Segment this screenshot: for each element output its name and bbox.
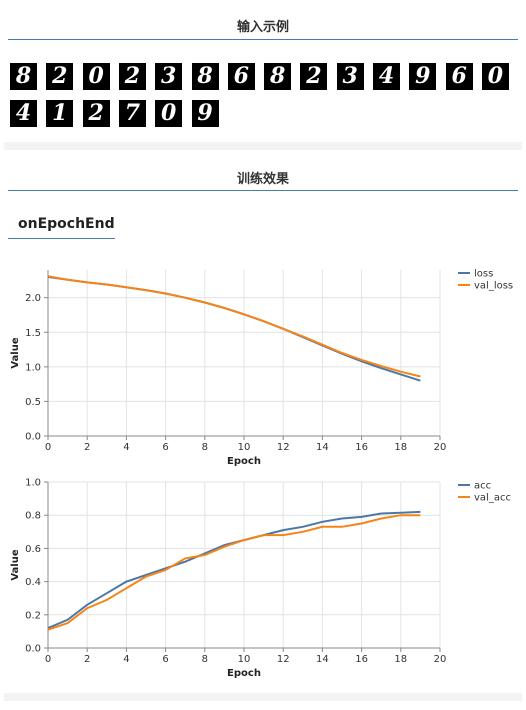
bottom-divider <box>4 693 522 701</box>
x-tick-label: 6 <box>162 654 168 665</box>
legend-label: val_loss <box>474 281 513 292</box>
x-tick-label: 14 <box>316 442 329 453</box>
x-axis-label: Epoch <box>227 668 261 679</box>
digit-tile: 8 <box>264 63 292 90</box>
y-tick-label: 0.5 <box>25 397 41 408</box>
x-tick-label: 4 <box>123 654 129 665</box>
digit-tile: 9 <box>191 100 219 127</box>
digit-tile: 2 <box>46 63 74 90</box>
y-tick-label: 0.0 <box>25 644 41 655</box>
digit-tile: 6 <box>227 63 255 90</box>
y-axis-label: Value <box>10 337 21 368</box>
legend-label: loss <box>474 269 493 280</box>
legend-label: val_acc <box>474 493 511 504</box>
digit-tile: 9 <box>409 63 437 90</box>
x-tick-label: 2 <box>84 442 90 453</box>
training-title-rule <box>8 190 518 191</box>
training-results-title: 训练效果 <box>236 172 289 187</box>
x-tick-label: 6 <box>162 442 168 453</box>
x-tick-label: 4 <box>123 442 129 453</box>
section-divider <box>4 142 522 150</box>
digit-tile: 2 <box>118 63 146 90</box>
digit-tile: 7 <box>118 100 146 127</box>
series-line-loss <box>47 275 421 382</box>
y-axis-label: Value <box>10 549 21 580</box>
x-tick-label: 8 <box>202 654 208 665</box>
digit-tile: 8 <box>10 63 37 90</box>
digit-tile: 2 <box>300 63 328 90</box>
input-title-rule <box>8 39 518 40</box>
digit-tile: 0 <box>155 100 183 127</box>
x-tick-label: 18 <box>394 442 407 453</box>
y-tick-label: 0.2 <box>25 610 41 621</box>
y-tick-label: 1.0 <box>25 478 41 489</box>
y-tick-label: 0.8 <box>25 511 41 522</box>
x-tick-label: 10 <box>238 442 251 453</box>
digit-tile: 8 <box>191 63 219 90</box>
input-examples-title: 输入示例 <box>236 20 289 35</box>
x-tick-label: 2 <box>84 654 90 665</box>
digit-tile: 0 <box>82 63 110 90</box>
x-tick-label: 0 <box>45 654 51 665</box>
x-tick-label: 16 <box>355 442 368 453</box>
digit-tile: 3 <box>336 63 364 90</box>
digit-tile: 1 <box>46 100 74 127</box>
x-tick-label: 14 <box>316 654 329 665</box>
series-line-val-acc <box>47 514 421 631</box>
x-tick-label: 16 <box>355 654 368 665</box>
digit-tile: 2 <box>82 100 110 127</box>
digit-tile: 4 <box>373 63 400 90</box>
y-tick-label: 0.6 <box>25 544 41 555</box>
x-tick-label: 20 <box>434 654 447 665</box>
x-tick-label: 12 <box>277 654 290 665</box>
loss-chart: 0 2 4 6 8 10 12 14 16 18 20 0.0 0.5 1.0 1.5 2.0 Epoch Val… <box>10 269 513 468</box>
legend-label: acc <box>474 481 491 492</box>
x-tick-label: 8 <box>202 442 208 453</box>
y-tick-label: 1.5 <box>25 328 41 339</box>
y-tick-label: 0.4 <box>25 577 41 588</box>
x-tick-label: 20 <box>434 442 447 453</box>
x-tick-label: 0 <box>45 442 51 453</box>
x-tick-label: 12 <box>277 442 290 453</box>
digit-tile: 6 <box>445 63 473 90</box>
y-tick-label: 2.0 <box>25 293 41 304</box>
callback-title: onEpochEnd <box>18 216 115 232</box>
callback-title-rule <box>8 238 115 239</box>
accuracy-chart: 0 2 4 6 8 10 12 14 16 18 20 0.0 0.2 0.4 0.6 0.8 1.0 Epoch… <box>10 478 511 680</box>
y-tick-label: 1.0 <box>25 362 41 373</box>
x-axis-label: Epoch <box>227 456 261 467</box>
digit-tile: 3 <box>155 63 183 90</box>
x-tick-label: 10 <box>238 654 251 665</box>
y-tick-label: 0.0 <box>25 432 41 443</box>
digit-tile: 4 <box>10 100 37 127</box>
series-line-acc <box>47 510 421 630</box>
x-tick-label: 18 <box>394 654 407 665</box>
series-line-val-loss <box>47 275 421 378</box>
digit-tile: 0 <box>481 63 509 90</box>
